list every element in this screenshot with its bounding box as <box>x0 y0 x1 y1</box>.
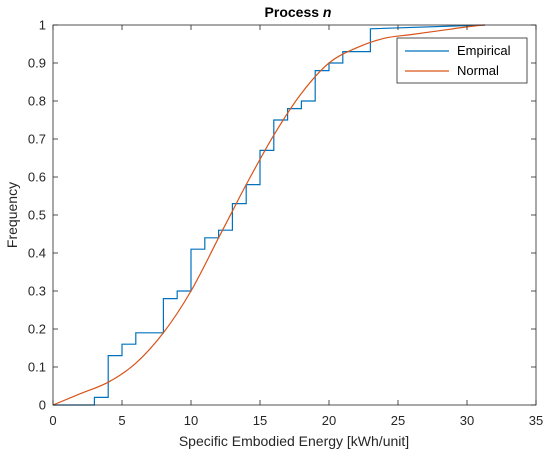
x-tick-label: 15 <box>253 413 267 428</box>
y-tick-label: 0.9 <box>28 56 46 71</box>
y-tick-label: 0.5 <box>28 208 46 223</box>
x-tick-label: 30 <box>460 413 474 428</box>
legend: Empirical Normal <box>396 37 528 84</box>
x-tick-label: 0 <box>49 413 56 428</box>
chart-title: Process n <box>265 4 332 20</box>
plot-area <box>53 25 536 405</box>
y-tick-label: 0.2 <box>28 322 46 337</box>
x-axis-label: Specific Embodied Energy [kWh/unit] <box>179 433 409 449</box>
y-tick-label: 1 <box>39 18 46 33</box>
x-axis-ticks: 0 5 10 15 20 25 30 35 <box>49 25 543 428</box>
x-tick-label: 35 <box>529 413 543 428</box>
chart-title-text: Process <box>265 4 320 20</box>
y-axis-ticks: 0 0.1 0.2 0.3 0.4 0.5 0.6 0.7 0.8 0.9 1 <box>28 18 536 413</box>
y-tick-label: 0.8 <box>28 94 46 109</box>
legend-label-normal: Normal <box>457 63 499 78</box>
legend-box <box>396 37 528 84</box>
x-tick-label: 10 <box>184 413 198 428</box>
y-tick-label: 0.7 <box>28 132 46 147</box>
series-line-empirical <box>53 24 485 406</box>
y-axis-label: Frequency <box>4 182 20 248</box>
x-tick-label: 20 <box>322 413 336 428</box>
legend-label-empirical: Empirical <box>457 43 511 58</box>
chart-title-variable: n <box>323 4 332 20</box>
y-tick-label: 0.6 <box>28 170 46 185</box>
y-tick-label: 0 <box>39 398 46 413</box>
y-tick-label: 0.1 <box>28 360 46 375</box>
y-tick-label: 0.3 <box>28 284 46 299</box>
y-tick-label: 0.4 <box>28 246 46 261</box>
x-tick-label: 5 <box>118 413 125 428</box>
x-tick-label: 25 <box>391 413 405 428</box>
series-line-normal <box>52 24 486 406</box>
series-layer <box>52 24 486 406</box>
